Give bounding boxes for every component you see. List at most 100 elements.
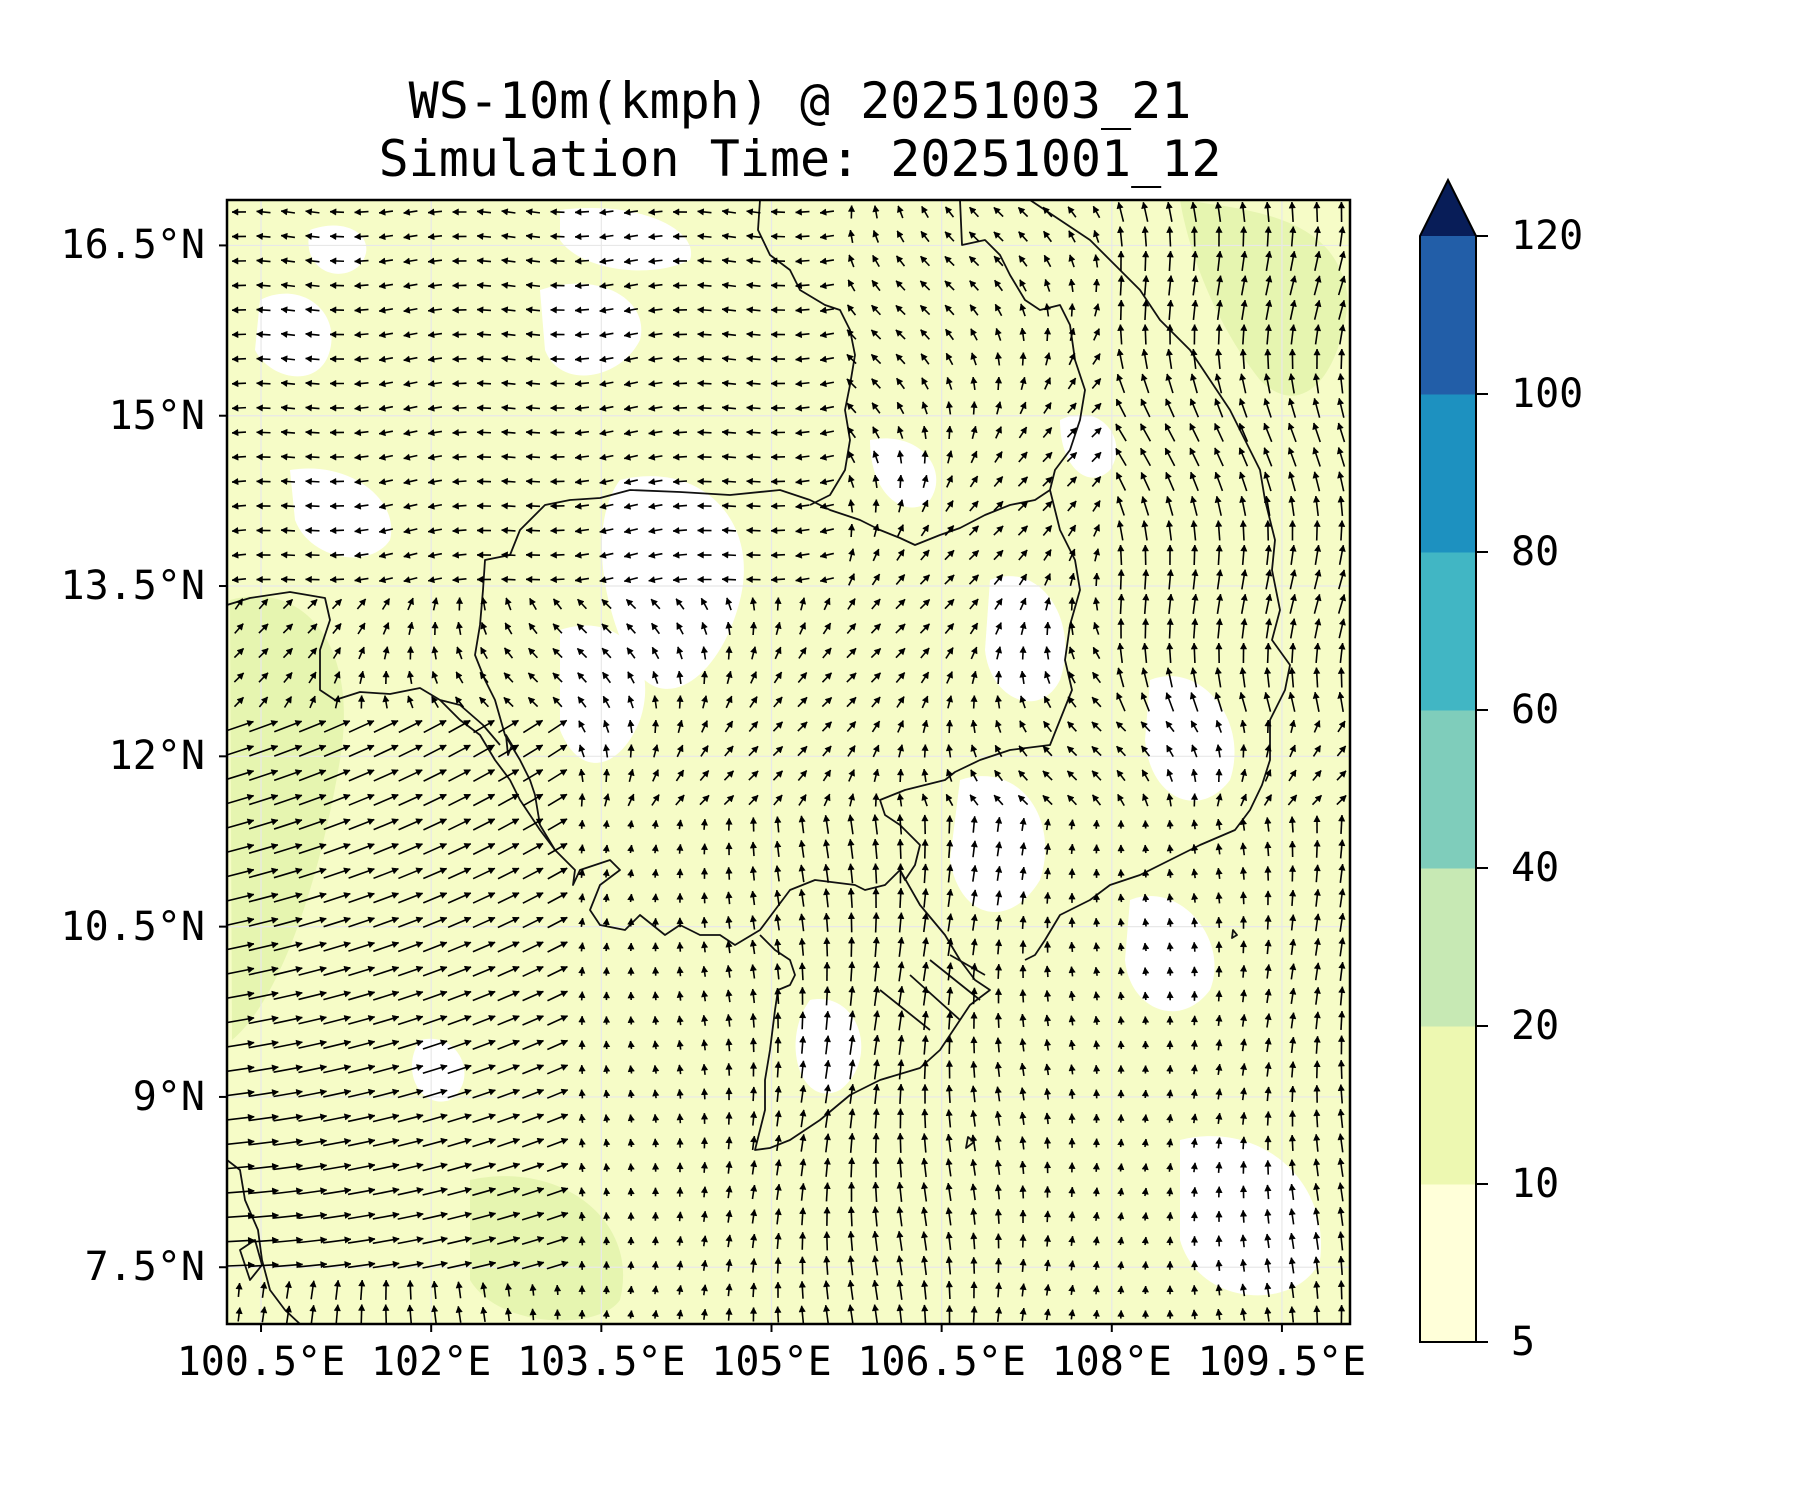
wind-arrow-head [921,1059,929,1067]
wind-arrow-head [1189,423,1197,431]
wind-arrow-head [970,1036,978,1044]
wind-arrow-head [1166,744,1174,753]
wind-arrow-head [1068,230,1076,239]
wind-arrow-head [696,281,705,290]
wind-arrow-head [1020,525,1028,533]
wind-arrow-head [392,1260,400,1268]
wind-arrow-head [271,941,279,949]
wind-arrow-head [1068,646,1076,654]
wind-arrow-head [247,941,255,949]
wind-arrow-head [946,913,954,921]
wind-arrow-head [354,478,362,486]
wind-arrow-head [994,1184,1002,1192]
wind-arrow-head [406,645,415,653]
wind-arrow-head [1289,1012,1297,1020]
wind-arrow-head [1239,915,1248,923]
wind-arrow-head [819,478,828,486]
wind-arrow-head [525,232,533,241]
wind-arrow-head [294,720,303,727]
wind-arrow-head [872,838,880,846]
wind-arrow-head [1044,377,1051,385]
wind-arrow-head [770,257,778,265]
wind-arrow-head [871,279,879,288]
wind-arrow-head [970,352,978,360]
wind-arrow-head [824,672,832,680]
wind-arrow-head [304,551,312,559]
wind-arrow-head [823,1010,831,1018]
wind-arrow-head [378,527,387,535]
wind-arrow-head [672,551,680,559]
wind-arrow-head [819,233,827,241]
wind-arrow-head [1215,1039,1223,1047]
wind-arrow-head [1166,991,1174,999]
wind-arrow-head [946,986,954,994]
wind-arrow-head [969,280,977,288]
wind-arrow-head [1313,519,1321,527]
wind-arrow-head [427,478,435,486]
wind-arrow-head [725,964,733,973]
lon-tick-label: 106.5°E [857,1339,1026,1385]
wind-arrow-head [1313,962,1321,970]
wind-arrow-head [476,453,484,461]
wind-arrow-head [721,330,729,339]
wind-arrow-head [1166,966,1174,974]
wind-arrow-head [560,1064,569,1071]
wind-arrow-head [501,257,509,265]
wind-arrow-head [945,1304,954,1312]
wind-arrow-head [1165,471,1172,480]
wind-arrow-head [725,1160,733,1168]
wind-arrow-head [1018,745,1026,753]
wind-arrow-head [271,1015,279,1023]
wind-arrow-head [329,551,337,559]
wind-arrow-head [319,965,327,973]
wind-arrow-head [676,1235,684,1243]
wind-arrow-head [872,1083,880,1091]
wind-arrow-head [512,1162,521,1170]
wind-arrow-head [511,843,520,850]
wind-arrow-head [1141,642,1149,650]
wind-arrow-head [770,453,778,461]
wind-arrow-head [329,232,337,241]
lon-tick-label: 108°E [1051,1339,1172,1385]
wind-arrow-head [1020,573,1027,582]
wind-arrow-head [1068,990,1076,998]
wind-arrow-head [676,622,684,631]
wind-arrow-head [1166,642,1174,650]
wind-arrow-head [672,281,680,290]
wind-arrow-head [1288,1306,1296,1314]
wind-arrow-head [1289,324,1297,332]
wind-arrow-head [1288,864,1297,872]
wind-arrow-head [648,306,656,314]
wind-arrow-head [407,621,415,630]
wind-arrow-head [945,1109,953,1117]
wind-arrow-head [995,1306,1003,1314]
wind-arrow-head [574,257,582,265]
wind-arrow-head [390,720,399,727]
wind-arrow-head [391,769,399,776]
wind-arrow-head [343,867,351,875]
wind-arrow-head [1215,544,1223,552]
wind-arrow-head [1116,769,1124,778]
wind-arrow-head [1069,377,1076,386]
wind-arrow-head [1338,961,1346,969]
wind-arrow-head [1288,348,1297,356]
wind-arrow-head [627,893,635,901]
wind-arrow-head [1019,817,1027,825]
wind-arrow-head [553,1284,562,1292]
wind-arrow-head [260,696,268,705]
wind-arrow-head [358,622,366,631]
wind-arrow-head [391,941,400,949]
wind-arrow-head [525,428,533,437]
wind-arrow-head [319,1113,328,1121]
wind-arrow-head [994,1012,1003,1020]
wind-arrow-head [1019,964,1027,972]
wind-arrow-head [1264,201,1272,209]
wind-arrow-head [391,818,399,826]
wind-arrow-head [751,770,759,778]
wind-arrow-head [676,1015,684,1023]
wind-arrow-head [794,306,803,314]
wind-arrow-head [946,671,953,679]
wind-arrow-head [310,599,318,607]
wind-arrow-head [1068,1113,1076,1121]
wind-arrow-head [329,281,337,290]
